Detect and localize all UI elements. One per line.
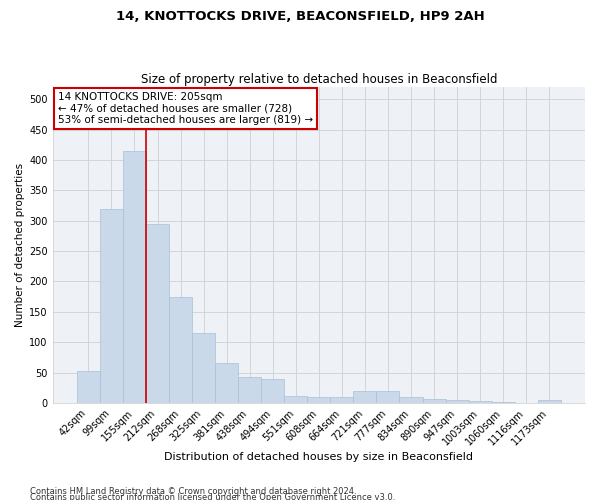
Bar [284, 396, 307, 403]
Bar [469, 401, 491, 403]
Text: 14, KNOTTOCKS DRIVE, BEACONSFIELD, HP9 2AH: 14, KNOTTOCKS DRIVE, BEACONSFIELD, HP9 2… [116, 10, 484, 23]
Bar [331, 397, 353, 403]
Bar [261, 378, 284, 403]
Bar [538, 400, 561, 403]
Bar [123, 151, 146, 403]
Bar [215, 364, 238, 403]
Bar [422, 400, 446, 403]
Text: 14 KNOTTOCKS DRIVE: 205sqm
← 47% of detached houses are smaller (728)
53% of sem: 14 KNOTTOCKS DRIVE: 205sqm ← 47% of deta… [58, 92, 313, 125]
Bar [353, 391, 376, 403]
Text: Contains public sector information licensed under the Open Government Licence v3: Contains public sector information licen… [30, 492, 395, 500]
Bar [169, 296, 192, 403]
Title: Size of property relative to detached houses in Beaconsfield: Size of property relative to detached ho… [140, 73, 497, 86]
Bar [376, 391, 400, 403]
Bar [400, 397, 422, 403]
Bar [192, 333, 215, 403]
X-axis label: Distribution of detached houses by size in Beaconsfield: Distribution of detached houses by size … [164, 452, 473, 462]
Y-axis label: Number of detached properties: Number of detached properties [15, 163, 25, 327]
Bar [238, 378, 261, 403]
Bar [146, 224, 169, 403]
Bar [446, 400, 469, 403]
Text: Contains HM Land Registry data © Crown copyright and database right 2024.: Contains HM Land Registry data © Crown c… [30, 486, 356, 496]
Bar [491, 402, 515, 403]
Bar [307, 397, 331, 403]
Bar [100, 208, 123, 403]
Bar [77, 372, 100, 403]
